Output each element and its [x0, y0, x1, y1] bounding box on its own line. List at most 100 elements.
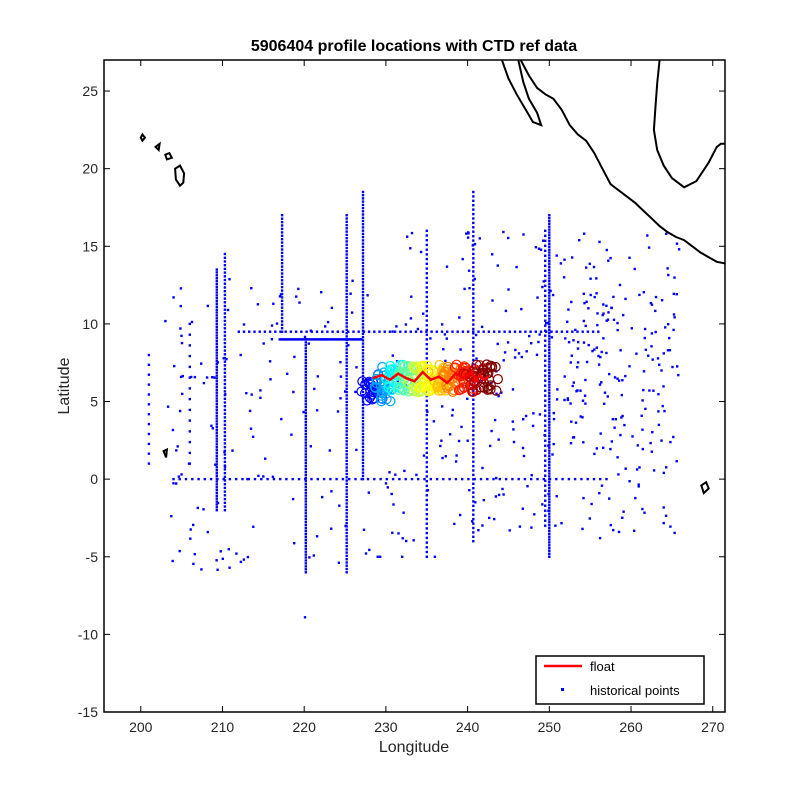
historical-point — [466, 236, 470, 239]
historical-point — [544, 324, 547, 327]
historical-point — [473, 242, 477, 246]
historical-point — [531, 424, 535, 428]
historical-point — [345, 404, 348, 407]
legend: float historical points — [535, 655, 705, 705]
historical-point — [215, 503, 218, 506]
historical-point — [304, 456, 307, 459]
historical-point — [548, 392, 551, 395]
historical-point — [342, 338, 345, 341]
historical-point — [249, 427, 253, 430]
historical-point — [211, 376, 214, 379]
historical-point — [223, 501, 227, 504]
historical-point — [425, 324, 428, 327]
historical-point — [345, 217, 348, 220]
historical-point — [367, 330, 371, 333]
historical-point — [361, 374, 365, 378]
historical-point — [472, 394, 475, 397]
historical-point — [548, 549, 551, 553]
historical-point — [361, 200, 365, 203]
historical-point — [345, 502, 348, 505]
historical-point — [569, 361, 572, 364]
historical-point — [548, 337, 551, 340]
historical-point — [409, 317, 413, 320]
historical-point — [345, 368, 348, 371]
historical-point — [384, 482, 388, 485]
historical-point — [224, 393, 227, 396]
historical-point — [472, 288, 475, 291]
historical-point — [348, 477, 351, 481]
historical-point — [366, 477, 370, 481]
historical-point — [545, 322, 548, 325]
historical-point — [280, 227, 284, 231]
historical-point — [345, 440, 348, 443]
historical-point — [347, 344, 350, 347]
historical-point — [223, 319, 227, 323]
historical-point — [266, 477, 269, 481]
historical-point — [215, 397, 218, 400]
historical-point — [280, 220, 284, 224]
historical-point — [304, 494, 307, 497]
historical-point — [321, 338, 324, 341]
historical-point — [672, 313, 676, 316]
historical-point — [297, 338, 301, 341]
historical-point — [616, 321, 619, 325]
historical-point — [223, 379, 227, 382]
y-tick-label: 5 — [90, 394, 98, 410]
historical-point — [472, 540, 475, 543]
historical-point — [544, 474, 547, 477]
historical-point — [548, 420, 551, 424]
historical-point — [345, 531, 348, 535]
historical-point — [472, 279, 475, 282]
historical-point — [215, 340, 218, 343]
historical-point — [178, 549, 181, 553]
historical-point — [248, 409, 252, 413]
historical-point — [525, 350, 528, 353]
historical-point — [548, 400, 551, 403]
historical-point — [345, 453, 348, 456]
historical-point — [361, 223, 365, 226]
historical-point — [425, 413, 428, 417]
historical-point — [259, 396, 262, 399]
historical-point — [548, 460, 551, 464]
historical-point — [520, 307, 523, 311]
historical-point — [361, 213, 365, 216]
historical-point — [425, 508, 428, 511]
historical-point — [463, 287, 466, 291]
historical-point — [215, 282, 218, 286]
historical-point — [280, 330, 284, 333]
historical-point — [190, 375, 193, 379]
historical-point — [345, 518, 348, 522]
float-profile-marker — [429, 375, 440, 386]
historical-point — [304, 426, 307, 430]
chart-title: 5906404 profile locations with CTD ref d… — [251, 38, 577, 55]
historical-point — [671, 365, 674, 369]
historical-point — [491, 253, 494, 256]
historical-point — [361, 352, 365, 355]
historical-point — [391, 531, 394, 534]
historical-point — [223, 301, 227, 304]
historical-point — [404, 323, 408, 326]
historical-point — [544, 359, 547, 362]
historical-point — [345, 567, 348, 571]
historical-point — [566, 320, 569, 323]
historical-point — [460, 425, 463, 429]
float-profile-marker — [471, 359, 482, 370]
historical-point — [280, 417, 283, 421]
historical-point — [347, 338, 351, 341]
historical-point — [472, 283, 475, 286]
historical-point — [188, 344, 191, 347]
historical-point — [361, 410, 365, 413]
historical-point — [425, 480, 428, 483]
historical-point — [311, 338, 315, 341]
historical-point — [548, 374, 551, 378]
historical-point — [548, 437, 551, 441]
x-tick-label: 210 — [211, 719, 235, 735]
historical-point — [619, 433, 622, 437]
historical-point — [472, 296, 475, 300]
historical-point — [345, 341, 348, 345]
historical-point — [345, 259, 348, 263]
float-profile-marker — [364, 392, 375, 403]
historical-point — [448, 477, 451, 481]
historical-point — [467, 477, 470, 481]
historical-point — [582, 441, 585, 444]
